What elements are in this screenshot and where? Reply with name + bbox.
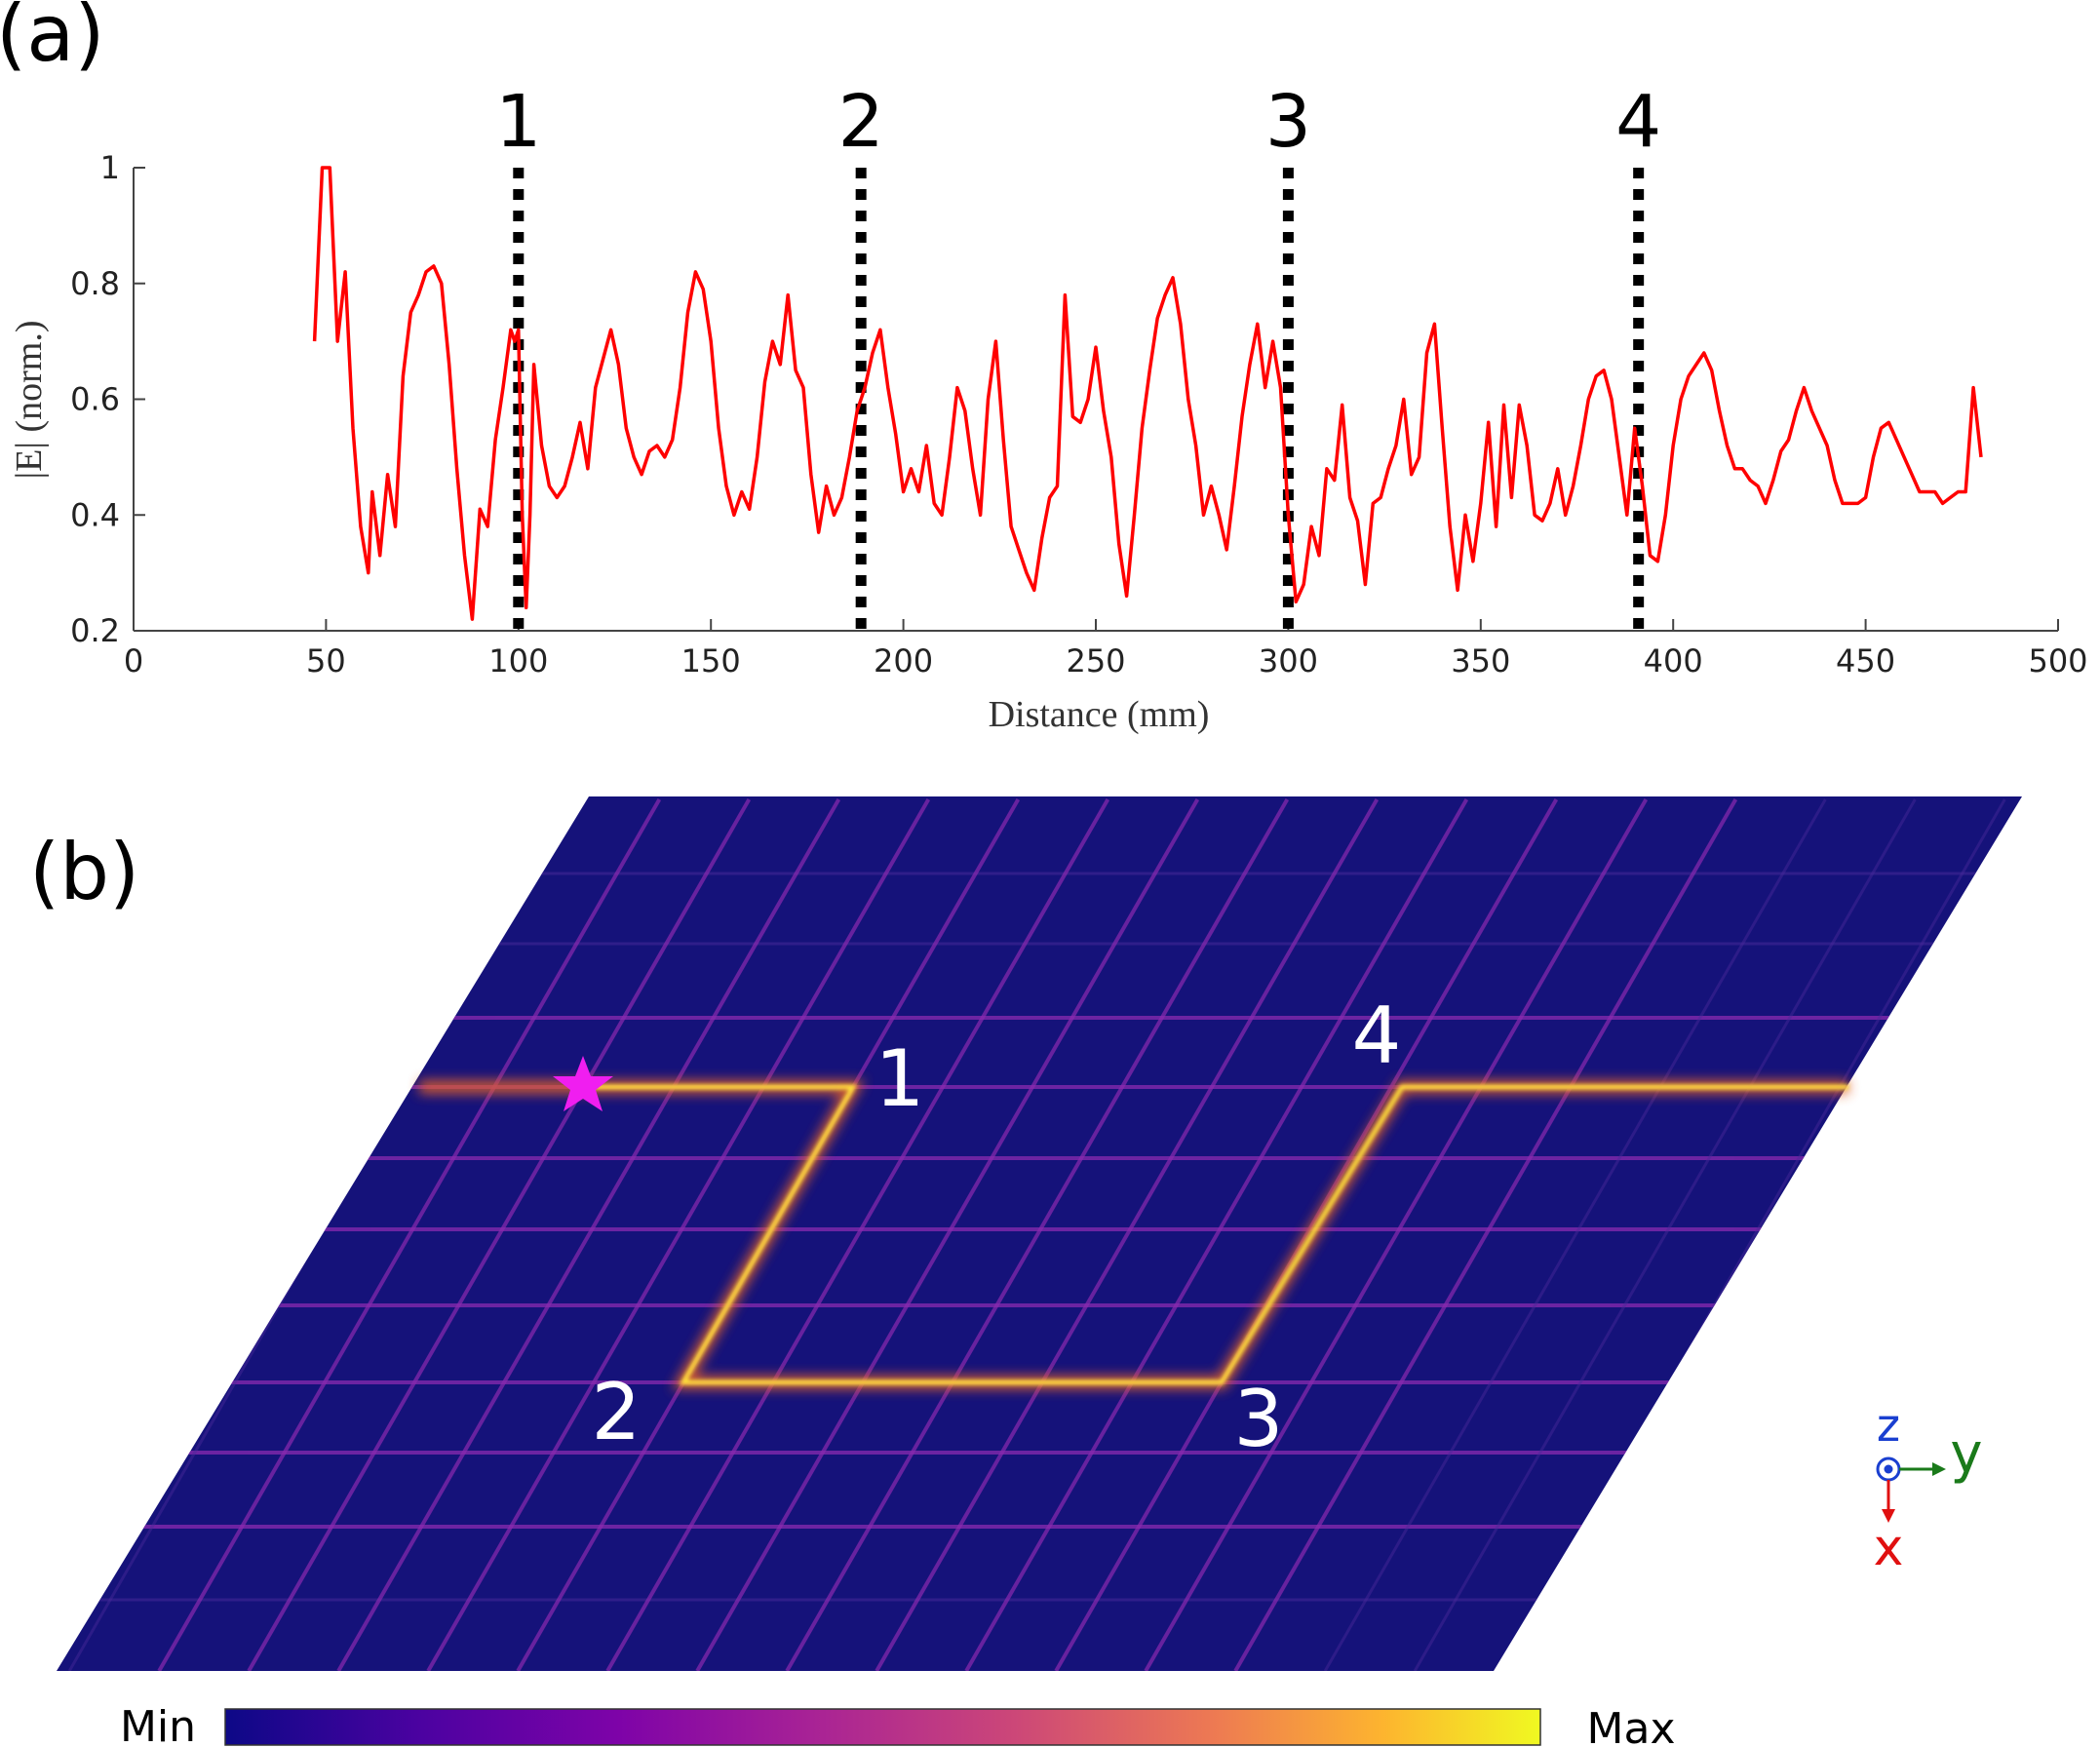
y-label: y	[1950, 1422, 1982, 1486]
x-tick-label: 400	[1644, 642, 1703, 679]
x-arrow-head	[1882, 1509, 1895, 1523]
colorbar	[224, 1708, 1541, 1746]
x-tick-label: 250	[1066, 642, 1125, 679]
field-map: 1 2 3 4 Min Max z y x	[0, 796, 2022, 1747]
grid-col	[964, 798, 1469, 1671]
marker-label: 2	[838, 80, 884, 164]
grid-col	[57, 798, 123, 1671]
grid-col	[336, 798, 841, 1671]
data-line	[312, 166, 1983, 621]
panel-label: (b)	[29, 827, 139, 917]
colorbar-max: Max	[1587, 1704, 1676, 1747]
z-axis-dot	[1884, 1464, 1893, 1474]
x-tick-label: 0	[124, 642, 143, 679]
colorbar-min: Min	[120, 1702, 196, 1747]
grid-col	[157, 798, 662, 1671]
marker-label: 1	[495, 80, 541, 164]
grid-col	[1323, 798, 1827, 1671]
marker-label: 3	[1265, 80, 1311, 164]
x-tick-label: 50	[306, 642, 346, 679]
x-tick-label: 450	[1836, 642, 1895, 679]
x-tick-label: 300	[1259, 642, 1318, 679]
grid-col	[0, 799, 31, 1671]
x-label: x	[1874, 1519, 1904, 1577]
y-tick-label: 0.2	[70, 612, 120, 649]
grid-col	[426, 798, 931, 1671]
x-tick-label: 150	[681, 642, 741, 679]
grid-col	[247, 798, 752, 1671]
grid-col	[605, 798, 1110, 1671]
grid-col	[1233, 798, 1738, 1671]
y-tick-label: 0.6	[70, 381, 120, 418]
x-tick-label: 350	[1451, 642, 1510, 679]
z-label: z	[1877, 1399, 1900, 1452]
corner-label: 3	[1234, 1374, 1284, 1464]
grid-col	[785, 798, 1290, 1671]
y-tick-label: 1	[100, 149, 120, 186]
y-tick-label: 0.4	[70, 496, 120, 533]
corner-label: 2	[592, 1367, 642, 1457]
y-axis-label: |E| (norm.)	[9, 321, 50, 480]
x-tick-label: 200	[874, 642, 933, 679]
corner-label: 4	[1352, 990, 1402, 1081]
corner-label: 1	[875, 1033, 925, 1124]
axes-triad: z y x	[1874, 1399, 1983, 1577]
grid-col	[1413, 798, 1917, 1671]
grid-col	[875, 798, 1380, 1671]
line-chart: Distance (mm) |E| (norm.) 0 50 100 150 200 25…	[9, 80, 2088, 735]
source-star	[553, 1056, 613, 1111]
grid-col	[1144, 798, 1649, 1671]
panel-label: (a)	[0, 0, 104, 79]
x-tick-label: 100	[488, 642, 548, 679]
grid-col	[695, 798, 1200, 1671]
x-tick-label: 500	[2028, 642, 2087, 679]
marker-label: 4	[1615, 80, 1661, 164]
y-arrow-head	[1932, 1462, 1946, 1476]
x-axis-label: Distance (mm)	[989, 694, 1210, 735]
path-core	[583, 1084, 1848, 1385]
y-tick-label: 0.8	[70, 265, 120, 302]
